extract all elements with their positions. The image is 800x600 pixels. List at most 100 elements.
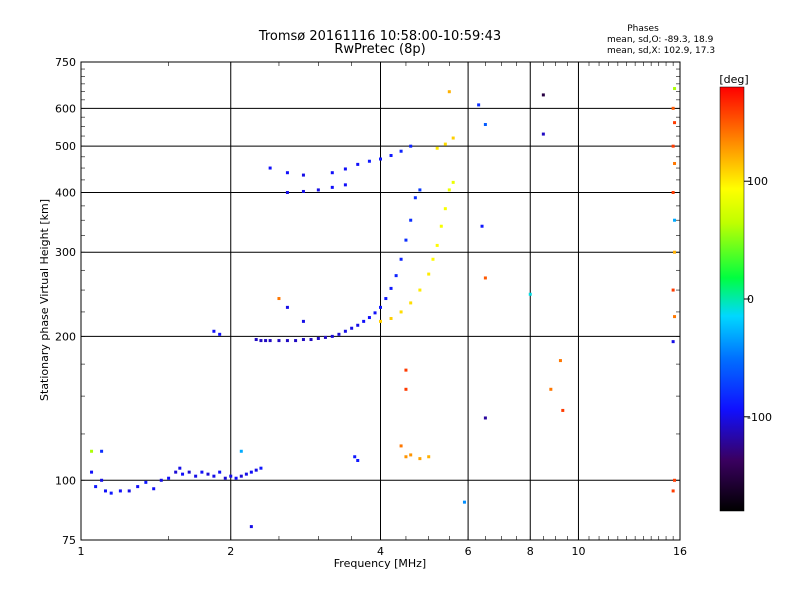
data-point-o	[152, 487, 156, 491]
data-point-o	[144, 480, 148, 484]
data-point-x	[673, 250, 677, 254]
data-point-o	[285, 305, 289, 309]
data-point-o	[294, 339, 298, 343]
data-point-o	[212, 329, 216, 333]
data-point-o	[367, 316, 371, 320]
data-point-o	[404, 238, 408, 242]
y-tick-label: 500	[55, 140, 76, 153]
x-tick-label: 6	[465, 545, 472, 558]
data-point-x	[549, 387, 553, 391]
data-point-o	[94, 485, 98, 489]
data-point-o	[330, 171, 334, 175]
data-point-x	[673, 218, 677, 222]
data-point-x	[389, 316, 393, 320]
data-point-o	[337, 332, 341, 336]
data-point-x	[443, 207, 447, 211]
colorbar-ticks: 100 0 -100	[744, 175, 772, 424]
data-point-o	[239, 474, 243, 478]
phases-title: Phases	[627, 24, 659, 34]
data-point-x	[418, 288, 422, 292]
data-point-o	[178, 466, 182, 470]
data-point-x	[379, 319, 382, 323]
data-point-o	[316, 336, 320, 340]
data-point-x	[480, 224, 484, 228]
data-point-o	[301, 173, 305, 177]
data-point-o	[218, 332, 222, 336]
y-tick-label: 200	[55, 330, 76, 343]
data-point-o	[413, 196, 417, 200]
chart-subtitle: RwPretec (8p)	[334, 42, 425, 57]
data-point-o	[309, 338, 313, 342]
data-point-o	[399, 257, 403, 261]
plot-grid	[80, 61, 681, 541]
data-point-x	[427, 455, 431, 459]
y-axis-label: Stationary phase Virtual Height [km]	[38, 199, 51, 401]
data-point-o	[259, 466, 263, 470]
phases-x-stats: mean, sd,X: 102.9, 17.3	[607, 46, 715, 56]
data-point-o	[136, 485, 140, 489]
data-point-x	[477, 103, 481, 107]
x-tick-label: 2	[227, 545, 234, 558]
data-point-o	[206, 472, 210, 476]
data-point-o	[350, 326, 354, 330]
data-point-o	[254, 468, 258, 472]
data-point-o	[409, 218, 413, 222]
data-point-o	[118, 489, 122, 493]
y-tick-labels: 75 100 200 300 400 500 600 750	[55, 56, 76, 547]
x-tick-label: 10	[571, 545, 585, 558]
data-point-o	[389, 286, 393, 290]
data-point-x	[435, 243, 439, 247]
data-point-o	[223, 476, 227, 480]
data-point-x	[239, 449, 243, 453]
data-point-x	[541, 132, 545, 136]
data-point-x	[418, 457, 422, 461]
data-point-o	[218, 470, 222, 474]
data-point-o	[343, 183, 347, 187]
data-point-o	[316, 188, 320, 192]
data-point-o	[362, 319, 366, 323]
data-point-o	[109, 491, 113, 495]
data-point-x	[673, 478, 677, 482]
y-tick-label: 100	[55, 474, 76, 487]
colorbar-tick-label: -100	[747, 411, 772, 424]
data-point-o	[181, 472, 185, 476]
data-point-o	[174, 470, 178, 474]
data-point-x	[399, 444, 403, 448]
data-point-x	[541, 93, 545, 97]
data-point-o	[90, 470, 94, 474]
data-points	[90, 87, 677, 529]
data-point-o	[249, 470, 253, 474]
x-tick-label: 1	[78, 545, 85, 558]
x-axis-label: Frequency [MHz]	[334, 557, 426, 570]
data-point-x	[483, 276, 487, 280]
data-point-o	[394, 274, 398, 278]
phases-o-stats: mean, sd,O: -89.3, 18.9	[607, 35, 714, 45]
data-point-o	[167, 476, 171, 480]
data-point-o	[100, 478, 104, 482]
colorbar-gradient	[719, 86, 745, 512]
data-point-x	[439, 224, 443, 228]
y-tick-label: 300	[55, 246, 76, 259]
data-point-x	[671, 288, 675, 292]
data-point-o	[100, 449, 104, 453]
data-point-o	[353, 455, 357, 459]
data-point-o	[285, 339, 289, 343]
data-point-o	[323, 335, 327, 339]
data-point-x	[671, 489, 675, 493]
data-point-x	[447, 188, 451, 192]
colorbar-tick-label: 0	[747, 293, 754, 306]
data-point-x	[435, 146, 439, 150]
data-point-o	[159, 478, 163, 482]
data-point-o	[103, 489, 107, 493]
data-point-x	[249, 525, 253, 529]
data-point-o	[244, 472, 248, 476]
data-point-o	[399, 149, 403, 153]
data-point-o	[409, 144, 413, 148]
data-point-x	[673, 315, 677, 319]
data-point-x	[409, 453, 413, 457]
data-point-x	[671, 190, 675, 194]
data-point-o	[277, 339, 281, 343]
data-point-o	[379, 305, 382, 309]
data-point-o	[356, 162, 360, 166]
